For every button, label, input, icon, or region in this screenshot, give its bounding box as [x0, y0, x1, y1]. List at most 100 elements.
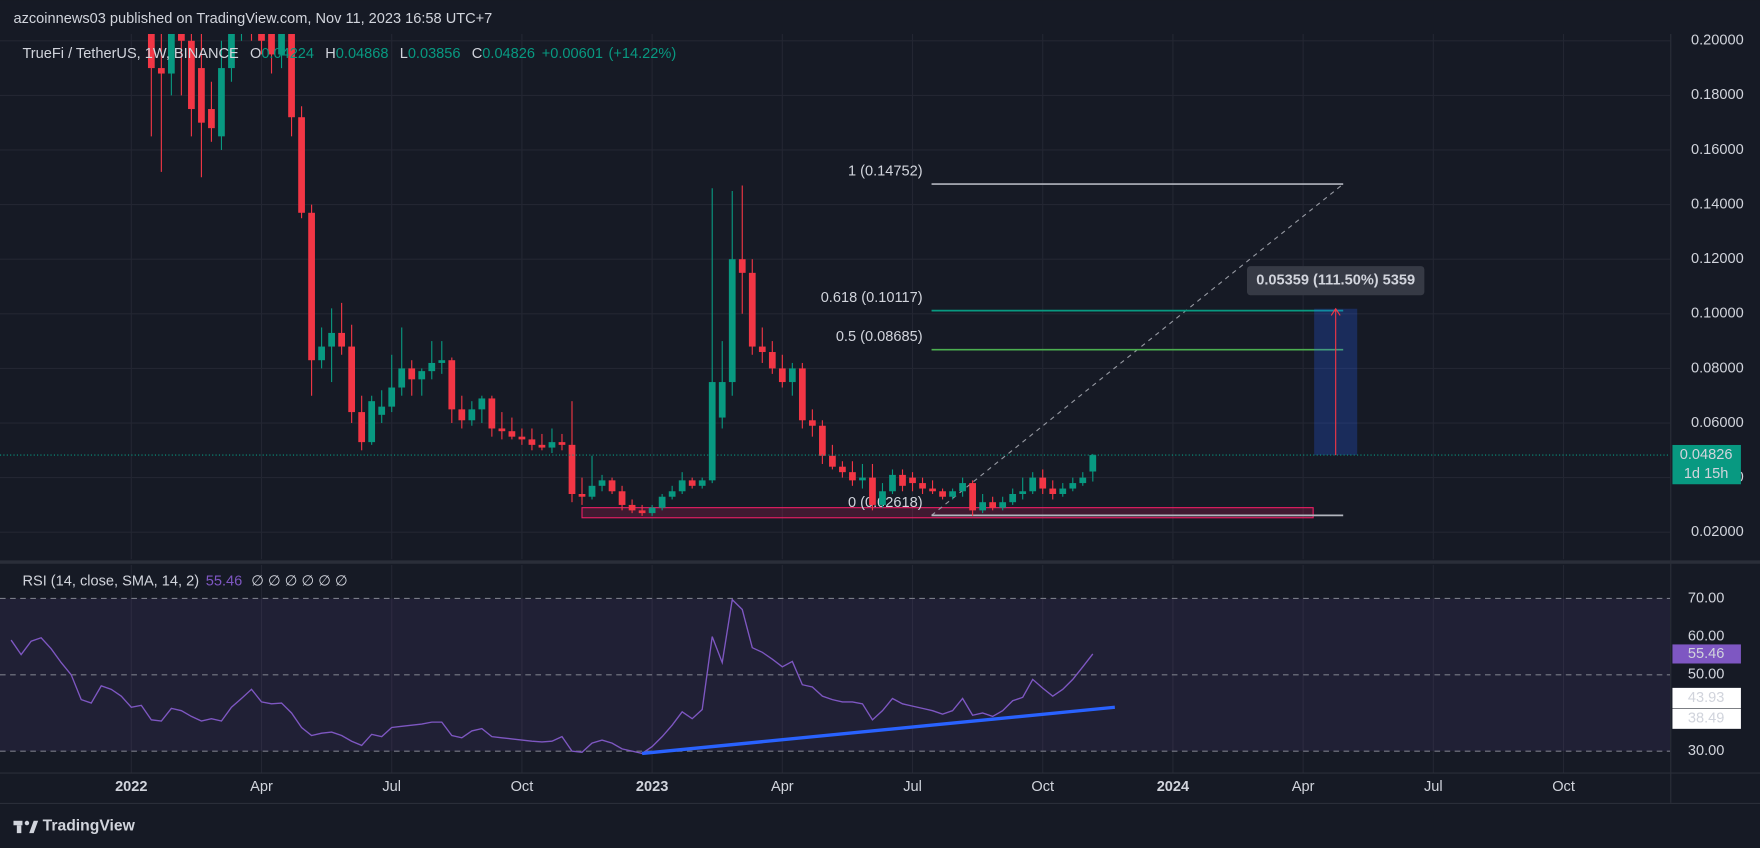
candle-body: [909, 477, 916, 484]
candle-body: [959, 483, 966, 492]
candle-body: [638, 510, 646, 514]
candle-body: [298, 117, 305, 213]
candle-body: [478, 398, 486, 410]
candle-body: [1029, 477, 1037, 492]
rsi-tick-label: 50.00: [1688, 667, 1724, 683]
candle-body: [368, 401, 376, 443]
y-tick-label: 0.08000: [1691, 360, 1744, 376]
candle-body: [939, 491, 946, 497]
candle-body: [188, 40, 195, 110]
measure-label-box: [1247, 266, 1425, 296]
candle-body: [388, 387, 396, 407]
candle-body: [889, 474, 896, 492]
y-tick-label: 0.16000: [1691, 142, 1744, 158]
rsi-legend: RSI (14, close, SMA, 14, 2) 55.46 ∅ ∅ ∅ ∅ …: [22, 574, 347, 590]
x-tick-label: Apr: [250, 779, 273, 795]
rsi-title: RSI (14, close, SMA, 14, 2): [22, 574, 199, 590]
price-badge: [1672, 444, 1741, 485]
candle-body: [698, 480, 706, 486]
candle-body: [819, 425, 826, 456]
y-tick-label: 0.18000: [1691, 87, 1744, 103]
candle-body: [268, 33, 275, 55]
rsi-pane: [0, 597, 1671, 756]
candle-body: [378, 406, 386, 415]
candle-body: [668, 491, 676, 497]
ohlc-label: C: [472, 46, 483, 62]
x-tick-label: Oct: [1552, 779, 1575, 795]
brand: TradingView: [43, 818, 136, 835]
candle-body: [147, 33, 155, 69]
candle-body: [178, 33, 185, 41]
fib-label: 1 (0.14752): [848, 164, 923, 180]
axis-label: 38.49: [1688, 711, 1724, 727]
x-tick-label: Jul: [382, 779, 401, 795]
candle-body: [808, 420, 816, 426]
candle-body: [879, 491, 886, 505]
candle-body: [1059, 488, 1067, 495]
candle-body: [919, 483, 926, 489]
symbol-legend: TrueFi / TetherUS, 1W, BINANCE O0.04224 H0…: [22, 46, 676, 62]
candle-body: [348, 346, 356, 413]
candle-body: [979, 502, 986, 511]
candle-body: [528, 439, 536, 445]
candle-body: [278, 33, 285, 55]
candle-body: [558, 442, 566, 445]
x-tick-label: 2023: [636, 779, 668, 795]
x-tick-label: Apr: [1292, 779, 1315, 795]
candle-body: [788, 368, 796, 383]
candle-body: [157, 68, 165, 74]
candle-body: [468, 409, 476, 421]
candle-body: [358, 412, 366, 443]
rsi-tick-label: 70.00: [1688, 590, 1724, 606]
candle-body: [318, 346, 325, 361]
axis-label-box: [1672, 687, 1741, 709]
axis-label: 43.93: [1688, 690, 1724, 706]
candle-body: [728, 259, 736, 383]
candle-body: [288, 33, 295, 118]
candle-body: [208, 109, 215, 129]
candle-body: [708, 382, 716, 481]
candle-body: [688, 480, 696, 486]
candle-body: [328, 332, 335, 347]
axes: 2022 Apr Jul Oct 2023 Apr Jul Oct 2024 Apr Jul Oct 0…: [115, 33, 1744, 795]
candle-body: [859, 477, 866, 481]
y-tick-label: 0.12000: [1691, 251, 1744, 267]
x-tick-label: Jul: [903, 779, 922, 795]
candle-body: [538, 444, 546, 448]
candle-body: [899, 474, 906, 486]
symbol: TrueFi / TetherUS, 1W, BINANCE: [22, 46, 239, 62]
candle-body: [198, 68, 205, 123]
support-zone: [581, 507, 1314, 519]
candle-body: [839, 466, 846, 473]
change-percent: (+14.22%): [609, 46, 677, 62]
candle-body: [418, 371, 426, 380]
candle-body: [508, 431, 516, 437]
x-tick-label: Oct: [1031, 779, 1054, 795]
candle-body: [1079, 477, 1087, 484]
candle-body: [498, 428, 506, 432]
measure-label: 0.05359 (111.50%) 5359: [1256, 273, 1415, 289]
grid: [0, 33, 1671, 773]
candle-body: [778, 368, 786, 383]
candle-body: [578, 494, 586, 497]
candle-body: [829, 455, 836, 467]
candle-body: [338, 332, 345, 347]
rsi-trendline: [641, 705, 1116, 756]
candle-body: [1019, 491, 1027, 495]
candle-body: [798, 368, 806, 421]
candle-body: [167, 33, 175, 74]
price-badge-value: 0.04826: [1680, 447, 1733, 463]
candle-body: [1089, 455, 1097, 472]
candle-body: [308, 212, 315, 361]
candle-body: [768, 352, 776, 369]
ohlc-value: 0.03856: [408, 46, 461, 62]
candle-body: [1049, 488, 1057, 495]
ohlc-label: L: [400, 46, 408, 62]
brand-logo: [13, 820, 39, 834]
rsi-badge-value: 55.46: [1688, 646, 1724, 662]
ohlc-value: 0.04224: [261, 46, 314, 62]
arrow-head: [1330, 307, 1341, 316]
candle-body: [1069, 483, 1077, 489]
